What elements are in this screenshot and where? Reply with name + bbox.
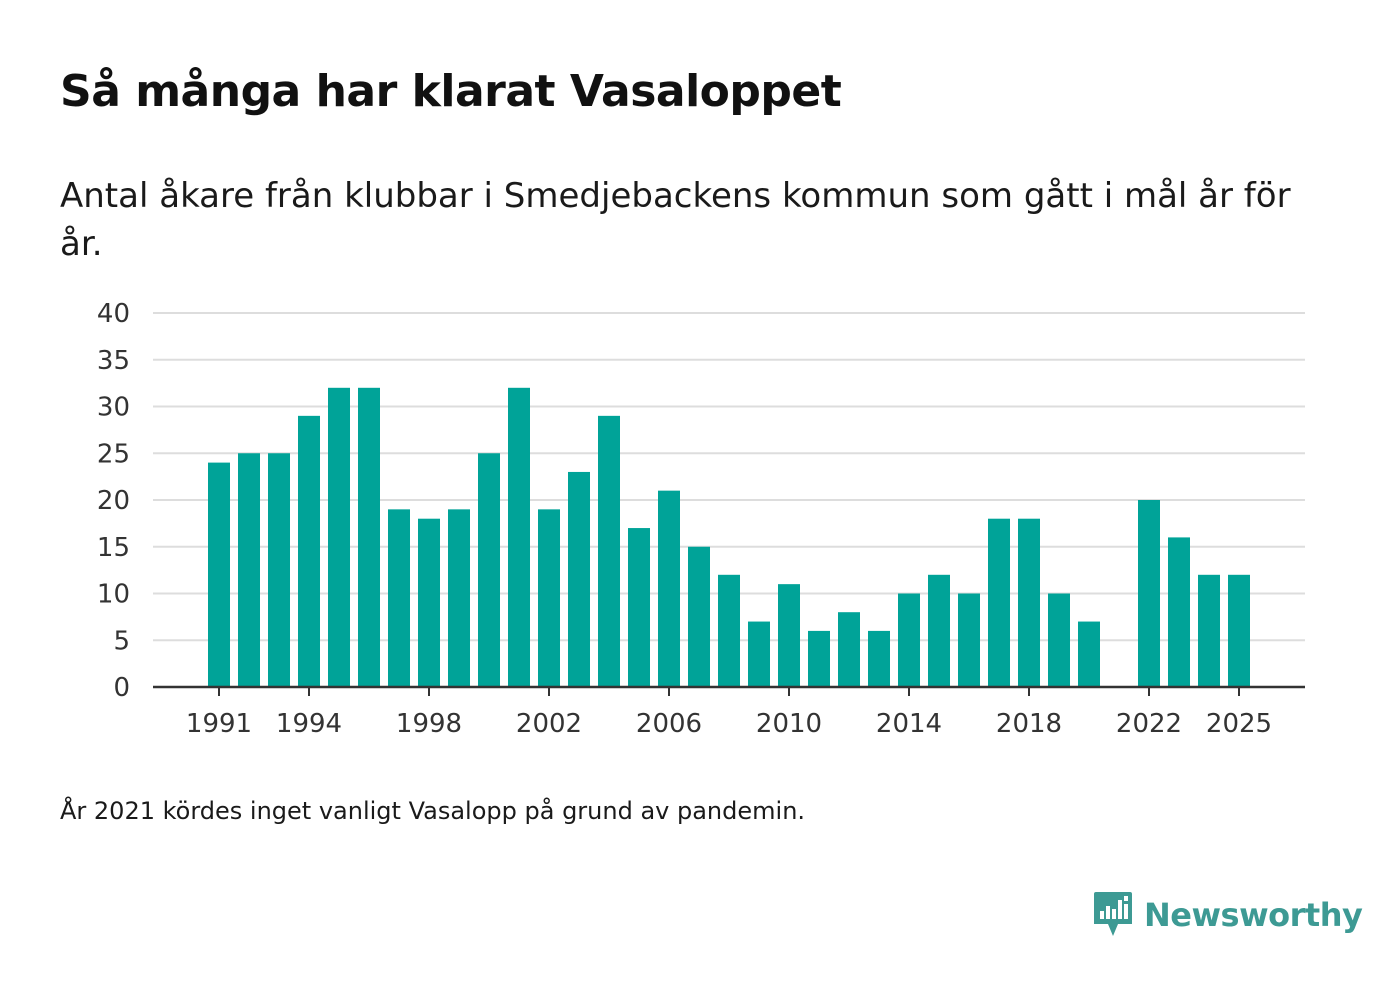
bar-2017 [988,518,1010,687]
x-tick-label: 1998 [396,709,462,739]
x-tick-label: 2022 [1116,709,1182,739]
bar-1994 [298,415,320,687]
brand-name: Newsworthy [1144,896,1363,934]
y-tick-label: 5 [113,626,130,656]
bar-1991 [208,462,230,687]
chart-subtitle: Antal åkare från klubbar i Smedjebackens… [60,176,1291,264]
bar-2014 [898,593,920,687]
y-tick-label: 20 [97,486,130,516]
y-tick-label: 35 [97,346,130,376]
bar-1993 [268,453,290,687]
bar-2003 [568,471,590,687]
x-tick-label: 2010 [756,709,822,739]
bar-2022 [1138,500,1160,687]
chart-title: Så många har klarat Vasaloppet [60,66,842,117]
bar-2013 [868,630,890,687]
x-tick-label: 1994 [276,709,342,739]
bar-2018 [1018,518,1040,687]
chart-footnote: År 2021 kördes inget vanligt Vasalopp på… [60,797,806,825]
x-tick-label: 2025 [1206,709,1272,739]
bar-2019 [1048,593,1070,687]
x-tick-label: 2018 [996,709,1062,739]
bar-2024 [1198,574,1220,687]
bar-2000 [478,453,500,687]
bar-2005 [628,528,650,687]
bar-2004 [598,415,620,687]
x-tick-label: 2014 [876,709,942,739]
bar-1996 [358,387,380,687]
y-tick-label: 40 [97,299,130,329]
newsworthy-logo-icon [1094,892,1132,936]
brand-logo: Newsworthy [1092,890,1363,940]
bar-2002 [538,509,560,687]
bar-2007 [688,546,710,687]
bar-2023 [1168,537,1190,687]
bar-2015 [928,574,950,687]
y-tick-label: 30 [97,393,130,423]
bar-2012 [838,612,860,687]
bar-1995 [328,387,350,687]
bar-1997 [388,509,410,687]
bar-2009 [748,621,770,687]
bar-2010 [778,584,800,687]
bar-1992 [238,453,260,687]
bar-2016 [958,593,980,687]
x-tick-label: 1991 [186,709,252,739]
bar-2008 [718,574,740,687]
y-tick-label: 15 [97,533,130,563]
bar-1998 [418,518,440,687]
bar-2011 [808,630,830,687]
bar-2001 [508,387,530,687]
bar-1999 [448,509,470,687]
bar-2006 [658,490,680,687]
bar-2020 [1078,621,1100,687]
y-tick-label: 0 [113,673,130,703]
bar-2025 [1228,574,1250,687]
x-tick-label: 2002 [516,709,582,739]
y-tick-label: 25 [97,439,130,469]
y-tick-label: 10 [97,580,130,610]
x-tick-label: 2006 [636,709,702,739]
